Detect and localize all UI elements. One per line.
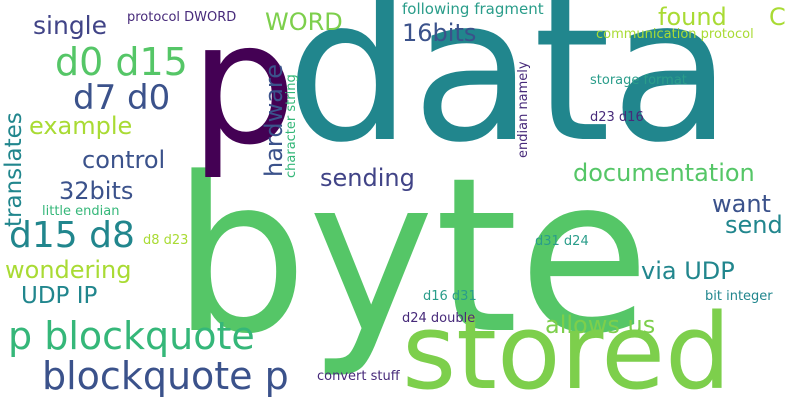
word-d7-d0: d7 d0: [73, 78, 171, 118]
word-protocol-dword: protocol DWORD: [127, 10, 237, 25]
word-found: found: [658, 3, 727, 31]
word-single: single: [33, 11, 108, 40]
word-sending: sending: [320, 164, 415, 192]
word-d8-d23: d8 d23: [143, 233, 189, 248]
word-d31-d24: d31 d24: [535, 234, 589, 249]
word-word: WORD: [265, 8, 343, 36]
word-endian-namely: endian namely: [516, 61, 531, 158]
word-bit-integer: bit integer: [705, 289, 773, 304]
word-c: C: [769, 3, 786, 31]
word-example: example: [29, 112, 133, 140]
word-character-string: character string: [284, 74, 299, 178]
word-udp-ip: UDP IP: [21, 283, 98, 309]
word-convert-stuff: convert stuff: [317, 369, 400, 384]
word-p-blockquote: p blockquote: [8, 314, 255, 358]
word-byte: byte: [172, 132, 651, 381]
word-stored: stored: [402, 291, 732, 400]
word-allows-us: allows us: [545, 311, 656, 339]
word-hardware: hardware: [260, 63, 288, 177]
word-little-endian: little endian: [42, 204, 120, 219]
word-blockquote-p: blockquote p: [42, 354, 289, 398]
word-d24-double: d24 double: [402, 311, 476, 326]
word-translates: translates: [1, 112, 27, 227]
word-storage-format: storage format: [590, 73, 687, 88]
word-following-fragment: following fragment: [402, 0, 544, 18]
word-d15-d8: d15 d8: [9, 215, 135, 256]
word-data: data: [286, 0, 732, 186]
word-d16-d31: d16 d31: [423, 289, 477, 304]
word-via-udp: via UDP: [641, 257, 735, 285]
word-communication-protocol: communication protocol: [596, 27, 754, 42]
word-d0-d15: d0 d15: [55, 40, 188, 84]
word-16bits: 16bits: [402, 19, 477, 47]
word-documentation: documentation: [573, 159, 755, 187]
word-send: send: [725, 211, 783, 239]
word-wondering: wondering: [5, 256, 132, 284]
word-p: p: [190, 0, 297, 182]
word-32bits: 32bits: [59, 177, 134, 205]
word-control: control: [82, 146, 166, 174]
word-want: want: [712, 190, 771, 218]
word-d23-d16: d23 d16: [590, 110, 644, 125]
